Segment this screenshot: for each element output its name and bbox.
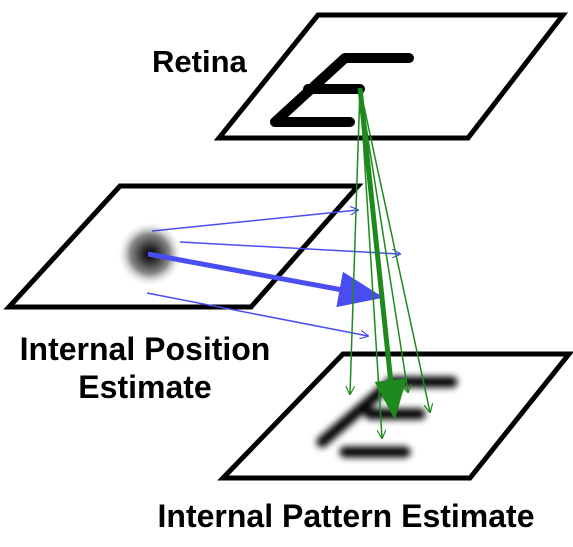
position-label: Internal Position Estimate (0, 330, 290, 406)
pattern-arrow-3 (359, 87, 430, 412)
position-label-line1: Internal Position (19, 331, 271, 367)
pattern-arrows (350, 87, 430, 438)
retina-plane (213, 12, 569, 141)
pattern-estimate-letter (316, 376, 458, 458)
pattern-arrow-4 (359, 87, 408, 392)
position-label-line2: Estimate (78, 369, 212, 405)
pattern-plane (217, 351, 573, 481)
position-arrow-3 (146, 292, 368, 336)
position-plane (3, 183, 364, 310)
position-arrows (146, 210, 400, 336)
position-arrow-2 (179, 241, 400, 254)
pattern-arrow-main (357, 87, 407, 420)
retina-letter-e (270, 53, 414, 127)
pattern-label: Internal Pattern Estimate (157, 498, 535, 534)
pattern-arrow-1 (350, 87, 361, 394)
retina-label: Retina (152, 44, 247, 79)
position-arrow-1 (151, 210, 358, 232)
position-arrow-main (147, 251, 384, 308)
